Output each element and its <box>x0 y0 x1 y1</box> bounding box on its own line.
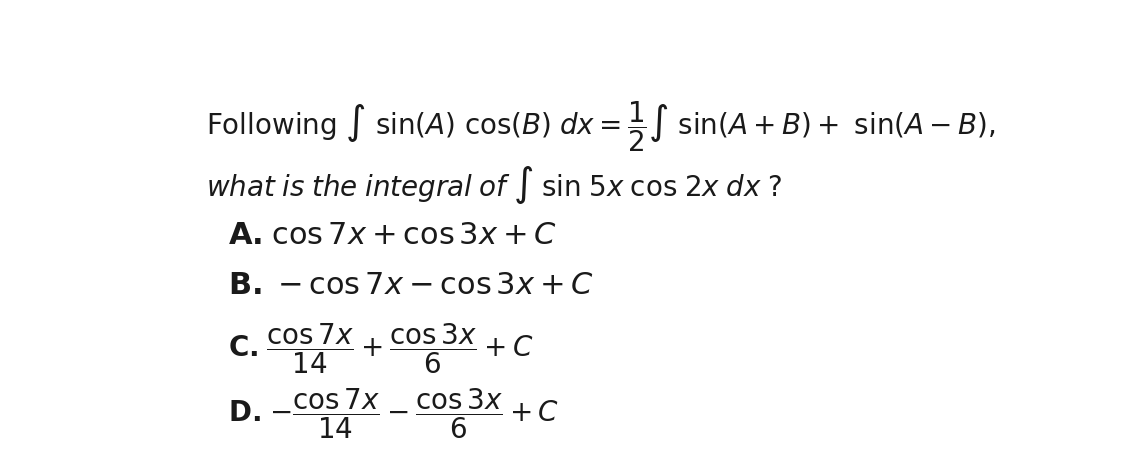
Text: C.$\;\dfrac{\cos 7x}{14} + \dfrac{\cos3x}{6} + C$: C.$\;\dfrac{\cos 7x}{14} + \dfrac{\cos3x… <box>227 322 533 376</box>
Text: Following $\int$ sin$(A)$ cos$(B)\;dx = \dfrac{1}{2}\int$ sin$(A + B) +$ sin$(A : Following $\int$ sin$(A)$ cos$(B)\;dx = … <box>206 99 996 154</box>
Text: A.$\;\cos 7x + \cos 3x + C$: A.$\;\cos 7x + \cos 3x + C$ <box>227 221 557 250</box>
Text: $\it{what\;is\;the\;integral\;of}\;\int\;\mathrm{sin}\;5x\;\mathrm{cos}\;2x\;dx\: $\it{what\;is\;the\;integral\;of}\;\int\… <box>206 164 782 206</box>
Text: D.$\;{-}\dfrac{\cos 7x}{14} - \dfrac{\cos3x}{6} + C$: D.$\;{-}\dfrac{\cos 7x}{14} - \dfrac{\co… <box>227 386 559 441</box>
Text: B.$\;-\cos 7x - \cos 3x + C$: B.$\;-\cos 7x - \cos 3x + C$ <box>227 271 594 300</box>
